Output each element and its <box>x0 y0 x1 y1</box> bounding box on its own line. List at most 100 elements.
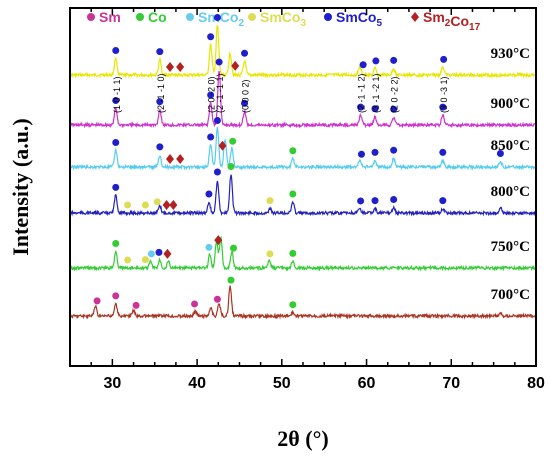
legend-label: SmCo3 <box>260 9 306 29</box>
marker-SmCo5 <box>439 197 447 205</box>
trace-800°C <box>69 174 537 217</box>
marker-SmCo2 <box>205 243 213 251</box>
marker-Sm2Co17 <box>162 199 171 210</box>
marker-SmCo5 <box>112 97 120 104</box>
marker-Sm <box>213 295 221 303</box>
marker-Sm2Co17 <box>163 248 172 259</box>
marker-Co <box>289 249 297 257</box>
hkl-label: (3 0 -3 1) <box>439 76 449 113</box>
legend-label: Sm2Co17 <box>423 9 481 33</box>
legend-marker <box>248 13 256 21</box>
marker-Sm2Co17 <box>165 153 174 164</box>
marker-SmCo5 <box>207 133 215 141</box>
hkl-label: (1 0 -1 1) <box>112 76 122 113</box>
x-tick-label: 70 <box>442 375 460 392</box>
marker-SmCo5 <box>213 117 221 124</box>
marker-SmCo3 <box>124 201 132 209</box>
xrd-traces <box>69 25 537 320</box>
temperature-labels: 930°C 900°C 850°C 800°C 750°C 700°C <box>491 46 530 303</box>
marker-SmCo5 <box>371 197 379 205</box>
marker-SmCo3 <box>266 250 274 258</box>
trace-700°C <box>69 285 537 320</box>
marker-Co <box>289 147 297 155</box>
x-tick-label: 80 <box>527 375 545 392</box>
marker-SmCo5 <box>371 105 379 113</box>
marker-SmCo5 <box>112 47 120 54</box>
hkl-labels: (1 0 -1 1) (2 -1 -1 0) (2 0 -2 0)(2 -1 -1 … <box>112 73 449 113</box>
marker-SmCo5 <box>371 148 379 156</box>
marker-Co <box>289 301 297 309</box>
marker-SmCo5 <box>496 150 504 157</box>
legend-marker <box>87 13 95 21</box>
marker-Co <box>227 163 235 170</box>
marker-SmCo5 <box>390 196 398 203</box>
temp-label-900°C: 900°C <box>491 96 530 112</box>
x-tick-label: 30 <box>103 375 121 392</box>
marker-SmCo5 <box>207 91 215 99</box>
phase-markers <box>93 14 504 309</box>
marker-Sm <box>112 292 120 300</box>
marker-SmCo5 <box>357 150 365 158</box>
marker-SmCo5 <box>112 139 120 146</box>
legend-marker <box>324 13 332 21</box>
legend-label: SmCo5 <box>336 9 382 29</box>
marker-SmCo5 <box>155 248 163 256</box>
legend-label: Sm <box>99 9 121 25</box>
marker-Sm <box>191 300 199 308</box>
hkl-label: (2 -1 -1 1) <box>215 73 225 113</box>
temp-label-700°C: 700°C <box>491 287 530 303</box>
marker-Sm <box>93 297 101 305</box>
marker-SmCo5 <box>156 48 164 56</box>
marker-Co <box>289 190 297 198</box>
marker-SmCo5 <box>205 190 213 198</box>
marker-SmCo5 <box>215 58 223 66</box>
marker-SmCo5 <box>390 105 398 113</box>
trace-750°C <box>69 235 537 272</box>
marker-Sm2Co17 <box>231 60 240 71</box>
trace-930°C <box>69 25 537 79</box>
marker-SmCo5 <box>440 55 448 63</box>
marker-SmCo2 <box>147 250 155 258</box>
temp-label-800°C: 800°C <box>491 184 530 200</box>
marker-Sm2Co17 <box>176 154 185 164</box>
marker-Sm <box>132 301 140 309</box>
marker-SmCo5 <box>156 98 164 106</box>
temp-label-850°C: 850°C <box>491 138 530 154</box>
marker-SmCo5 <box>112 183 120 191</box>
hkl-label: (2 -1 -1 2) <box>357 73 367 113</box>
marker-SmCo5 <box>357 197 365 205</box>
trace-900°C <box>69 70 536 129</box>
marker-Sm2Co17 <box>218 140 227 151</box>
marker-SmCo5 <box>357 103 365 111</box>
marker-SmCo3 <box>266 197 274 205</box>
marker-SmCo5 <box>213 168 221 176</box>
marker-Sm2Co17 <box>169 200 178 210</box>
marker-SmCo5 <box>439 103 447 111</box>
marker-SmCo5 <box>213 14 221 21</box>
x-tick-label: 40 <box>188 375 206 392</box>
hkl-label: (0 0 0 2) <box>241 79 251 113</box>
legend-marker <box>411 12 419 22</box>
legend-marker <box>186 13 194 21</box>
x-tick-label: 50 <box>273 375 291 392</box>
marker-Sm2Co17 <box>165 61 174 72</box>
temp-label-750°C: 750°C <box>491 239 530 255</box>
marker-SmCo3 <box>141 201 149 209</box>
axes: 30 40 50 60 70 80 <box>69 8 545 392</box>
trace-850°C <box>69 127 537 171</box>
legend-marker <box>136 13 144 21</box>
legend-label: Co <box>148 9 167 25</box>
marker-SmCo5 <box>372 57 380 65</box>
x-tick-label: 60 <box>358 375 376 392</box>
temp-label-930°C: 930°C <box>491 46 530 62</box>
y-axis-title: Intensity (a.u.) <box>8 118 33 256</box>
marker-SmCo5 <box>359 61 367 69</box>
hkl-label: (2 -1 -1 0) <box>156 73 166 113</box>
hkl-label: (3 -1 -2 1) <box>371 73 381 113</box>
marker-SmCo5 <box>207 33 215 41</box>
hkl-label: (2 0 -2 2) <box>390 76 400 113</box>
marker-SmCo3 <box>124 256 132 264</box>
x-axis-title: 2θ (°) <box>277 426 328 451</box>
